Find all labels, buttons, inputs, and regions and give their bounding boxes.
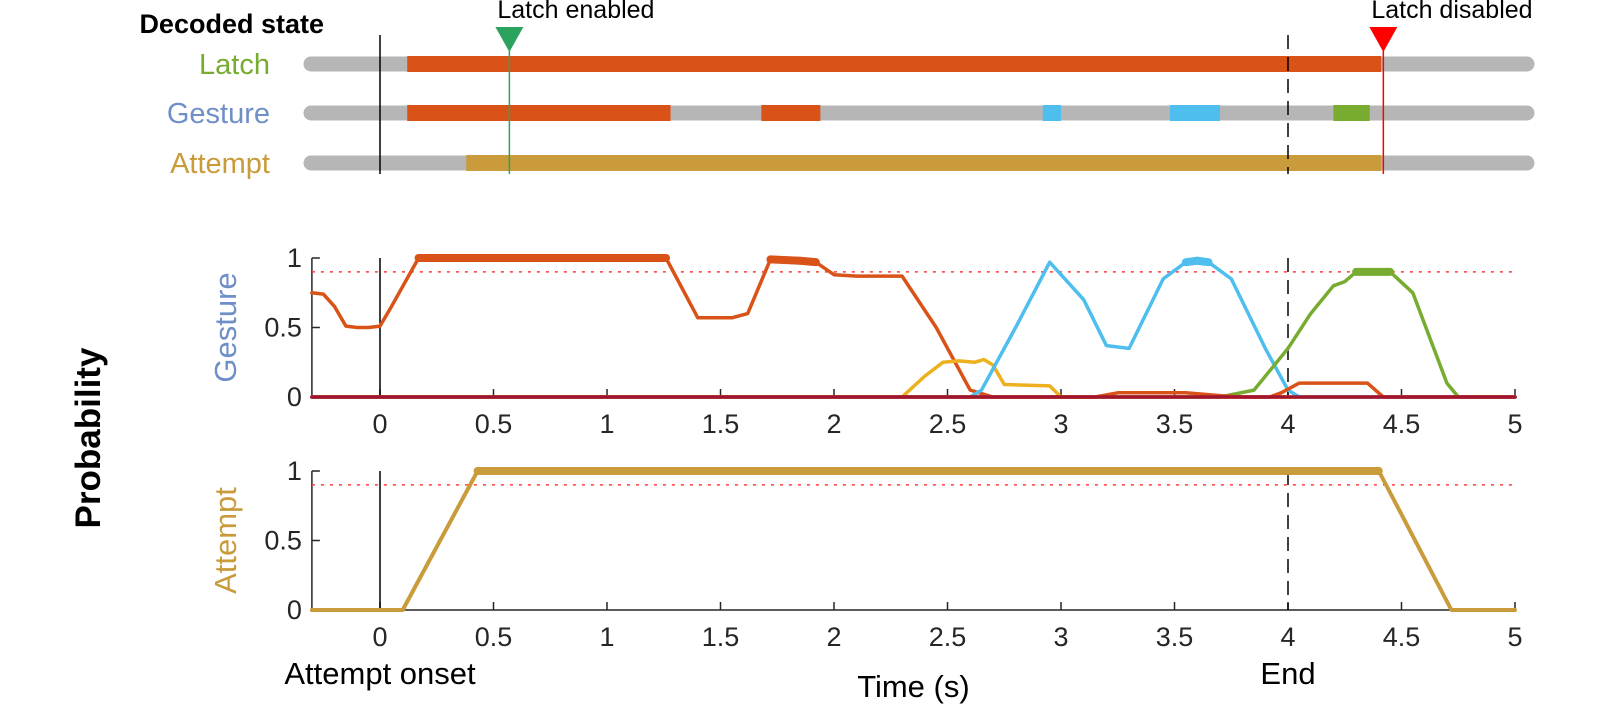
y-tick-label: 1: [287, 456, 302, 486]
x-tick-label: 2: [826, 622, 841, 652]
state-segment: [407, 105, 671, 121]
state-segment: [1333, 105, 1370, 121]
x-tick-label: 2.5: [929, 409, 967, 439]
x-tick-label: 0: [372, 622, 387, 652]
x-axis-label: Time (s): [857, 669, 970, 704]
series-highlight: [766, 255, 804, 265]
series-line: [310, 256, 1517, 399]
x-tick-label: 1.5: [702, 622, 740, 652]
series-line: [310, 381, 1517, 399]
x-tick-label: 2: [826, 409, 841, 439]
y-tick-label: 0: [287, 595, 302, 625]
latch-enabled-marker: [495, 27, 524, 52]
y-axis-label: Attempt: [208, 487, 243, 594]
annotation-label: Attempt onset: [284, 656, 476, 691]
state-segment: [466, 155, 1382, 171]
plot-gesture: 0 0.5 1 0 0.5 1 1.5 2 2.5 3 3.5 4 4.5 5 Gesture: [208, 243, 1523, 439]
x-tick-label: 0.5: [475, 409, 513, 439]
y-tick-label: 0.5: [264, 526, 302, 556]
y-axis-label: Gesture: [208, 272, 243, 382]
x-tick-label: 5: [1507, 409, 1522, 439]
series-line: [310, 259, 1517, 399]
x-tick-label: 0: [372, 409, 387, 439]
x-tick-label: 0.5: [475, 622, 513, 652]
series-line: [310, 357, 1517, 399]
annotation-label: End: [1260, 656, 1315, 691]
x-tick-label: 4: [1280, 622, 1295, 652]
x-tick-label: 3: [1053, 622, 1068, 652]
x-tick-label: 1: [599, 409, 614, 439]
probability-axis-label: Probability: [69, 347, 108, 528]
state-row-label: Gesture: [167, 98, 270, 130]
latch-enabled-label: Latch enabled: [497, 0, 654, 24]
x-tick-label: 3: [1053, 409, 1068, 439]
x-tick-label: 4.5: [1383, 622, 1421, 652]
state-segment: [1042, 105, 1061, 121]
series-line: [310, 270, 1517, 399]
state-row-label: Attempt: [170, 148, 270, 180]
plot-attempt: 0 0.5 1 0 0.5 1 1.5 2 2.5 3 3.5 4 4.5 5 Attempt Time (s…: [208, 456, 1523, 704]
x-tick-label: 1.5: [702, 409, 740, 439]
decoded-state-panel: Decoded state Latch Gesture Attempt Latch …: [139, 0, 1535, 180]
x-tick-label: 3.5: [1156, 622, 1194, 652]
y-tick-label: 0.5: [264, 313, 302, 343]
x-tick-label: 3.5: [1156, 409, 1194, 439]
x-tick-label: 1: [599, 622, 614, 652]
x-tick-label: 5: [1507, 622, 1522, 652]
latch-disabled-marker: [1369, 27, 1398, 52]
x-tick-label: 4: [1280, 409, 1295, 439]
y-tick-label: 0: [287, 382, 302, 412]
state-segment: [761, 105, 821, 121]
series-highlight: [1193, 256, 1213, 267]
state-segment: [407, 56, 1382, 72]
latch-disabled-label: Latch disabled: [1371, 0, 1532, 24]
decoded-state-title: Decoded state: [139, 9, 324, 39]
series-highlight: [795, 256, 820, 267]
y-tick-label: 1: [287, 243, 302, 273]
x-tick-label: 4.5: [1383, 409, 1421, 439]
state-row-label: Latch: [199, 49, 270, 81]
x-tick-label: 2.5: [929, 622, 967, 652]
state-segment: [1169, 105, 1220, 121]
series-line: [309, 469, 1517, 612]
